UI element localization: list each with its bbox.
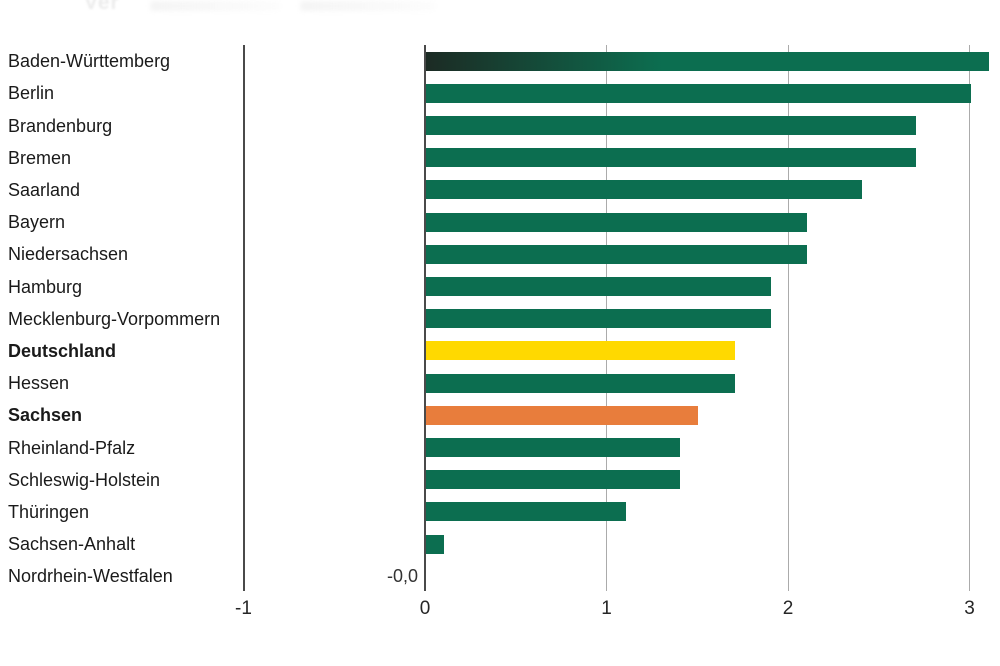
x-gridline--1 bbox=[242, 45, 245, 591]
category-label-niedersachsen: Niedersachsen bbox=[8, 244, 129, 265]
x-gridline-3 bbox=[969, 45, 970, 591]
bar-hamburg bbox=[426, 277, 771, 296]
faded-title-remnant bbox=[150, 1, 280, 11]
category-label-rheinland-pfalz: Rheinland-Pfalz bbox=[8, 437, 136, 458]
bar-mecklenburg-vorpommern bbox=[426, 309, 771, 329]
bar-sachsen bbox=[426, 405, 698, 425]
x-tick-label-3: 3 bbox=[964, 598, 975, 619]
bar-hessen bbox=[426, 373, 735, 393]
bar-bayern bbox=[426, 212, 807, 232]
x-gridline-2 bbox=[787, 45, 789, 591]
x-tick-label-1: 1 bbox=[601, 598, 612, 619]
category-label-sachsen: Sachsen bbox=[8, 405, 83, 426]
bar-berlin bbox=[426, 83, 971, 103]
bar-saarland bbox=[426, 180, 862, 200]
category-label-brandenburg: Brandenburg bbox=[8, 115, 113, 136]
category-label-hamburg: Hamburg bbox=[8, 276, 83, 297]
x-tick-label--1: -1 bbox=[235, 598, 252, 619]
value-label-nordrhein-westfalen: -0,0 bbox=[386, 566, 418, 587]
bar-niedersachsen bbox=[426, 244, 807, 264]
x-gridline-0 bbox=[424, 45, 426, 591]
category-label-hessen: Hessen bbox=[8, 373, 70, 394]
bar-rheinland-pfalz bbox=[426, 438, 680, 457]
category-label-bayern: Bayern bbox=[8, 212, 66, 233]
category-label-deutschland: Deutschland bbox=[8, 340, 117, 361]
x-tick-label-2: 2 bbox=[782, 598, 794, 619]
category-label-th-ringen: Thüringen bbox=[8, 501, 90, 522]
bar-sachsen-anhalt bbox=[426, 534, 444, 554]
category-label-nordrhein-westfalen: Nordrhein-Westfalen bbox=[8, 566, 173, 587]
faded-title-remnant bbox=[300, 1, 435, 11]
bar-baden-w-rttemberg bbox=[426, 51, 989, 71]
faded-title-fragment: Ver bbox=[84, 0, 120, 14]
category-label-baden-w-rttemberg: Baden-Württemberg bbox=[8, 51, 171, 72]
x-tick-label-0: 0 bbox=[419, 598, 431, 619]
category-label-schleswig-holstein: Schleswig-Holstein bbox=[8, 469, 161, 490]
bar-bremen bbox=[426, 148, 916, 168]
bar-schleswig-holstein bbox=[426, 470, 680, 490]
bar-deutschland bbox=[426, 341, 735, 361]
bar-brandenburg bbox=[426, 116, 916, 135]
category-label-mecklenburg-vorpommern: Mecklenburg-Vorpommern bbox=[8, 308, 221, 329]
bar-th-ringen bbox=[426, 502, 626, 522]
category-label-berlin: Berlin bbox=[8, 83, 55, 104]
category-label-saarland: Saarland bbox=[8, 179, 81, 200]
category-label-sachsen-anhalt: Sachsen-Anhalt bbox=[8, 534, 136, 555]
category-label-bremen: Bremen bbox=[8, 147, 72, 168]
